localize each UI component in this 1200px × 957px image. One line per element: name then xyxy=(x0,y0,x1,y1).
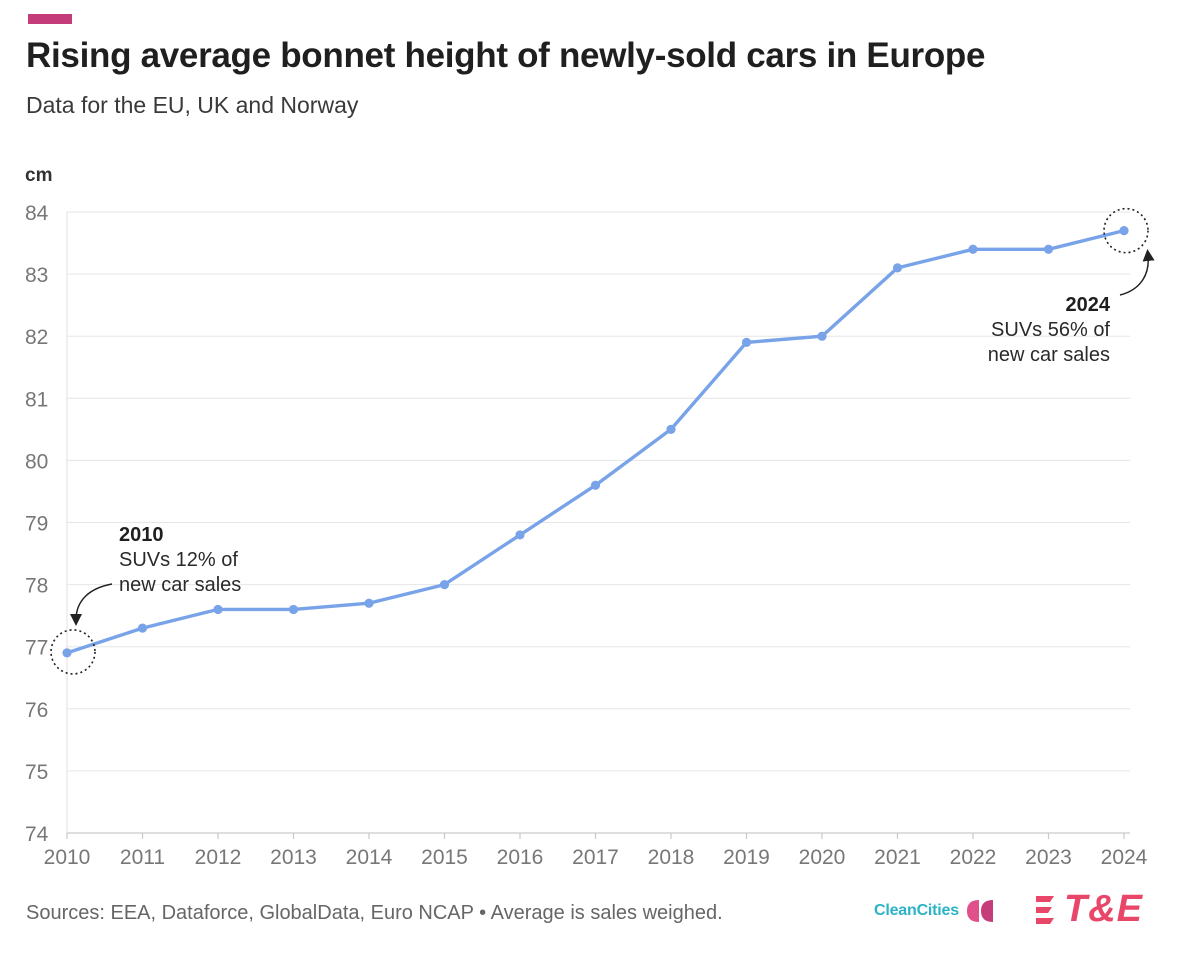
x-tick-label: 2023 xyxy=(1025,846,1072,869)
data-point xyxy=(741,337,752,348)
annotation-2010-title: 2010 xyxy=(119,524,164,546)
data-point xyxy=(439,580,450,590)
data-point xyxy=(62,648,72,658)
data-point xyxy=(968,244,978,254)
annotation-2010-arrow xyxy=(70,583,113,626)
x-tick-label: 2021 xyxy=(874,846,921,869)
y-tick-label: 82 xyxy=(25,326,48,349)
x-tick-label: 2016 xyxy=(497,846,544,869)
te-logo: T&E xyxy=(1034,888,1143,931)
data-point xyxy=(666,424,676,434)
chart-title: Rising average bonnet height of newly-so… xyxy=(26,36,986,75)
x-tick-label: 2014 xyxy=(346,846,393,869)
annotation-2024-line: SUVs 56% of xyxy=(991,319,1110,341)
data-point xyxy=(288,604,299,615)
y-tick-label: 75 xyxy=(25,761,48,784)
chart-subtitle: Data for the EU, UK and Norway xyxy=(26,92,359,118)
data-point xyxy=(364,598,374,608)
data-point xyxy=(817,331,827,341)
data-point xyxy=(590,480,601,490)
x-tick-label: 2010 xyxy=(44,846,91,869)
x-tick-label: 2015 xyxy=(421,846,468,869)
te-stripes-icon xyxy=(1036,895,1054,924)
annotation-2010-line: new car sales xyxy=(119,574,241,596)
x-tick-label: 2024 xyxy=(1101,846,1148,869)
x-tick-label: 2018 xyxy=(648,846,695,869)
x-tick-label: 2020 xyxy=(799,846,846,869)
y-tick-label: 74 xyxy=(25,823,49,846)
data-point xyxy=(1119,226,1129,236)
y-tick-label: 80 xyxy=(25,450,48,473)
y-axis-label: cm xyxy=(25,165,52,186)
y-tick-label: 78 xyxy=(25,575,48,598)
cleancities-logo: CleanCities xyxy=(874,898,995,924)
cleancities-mark-icon xyxy=(966,900,993,922)
y-tick-label: 84 xyxy=(25,202,49,225)
annotation-2010-line: SUVs 12% of xyxy=(119,549,238,571)
highlight-circle-2024 xyxy=(1103,207,1149,254)
y-tick-label: 83 xyxy=(25,264,48,287)
y-tick-label: 76 xyxy=(25,699,48,722)
data-point xyxy=(137,623,148,633)
x-tick-label: 2017 xyxy=(572,846,619,869)
y-tick-label: 77 xyxy=(25,637,48,660)
y-tick-label: 79 xyxy=(25,513,48,536)
data-point xyxy=(892,263,903,273)
data-point xyxy=(1043,244,1054,254)
y-tick-label: 81 xyxy=(25,388,48,411)
x-tick-label: 2011 xyxy=(120,846,165,869)
annotation-2024-arrow xyxy=(1119,249,1155,296)
annotation-2024-line: new car sales xyxy=(988,344,1110,366)
te-logo-text: T&E xyxy=(1064,888,1143,930)
source-note: Sources: EEA, Dataforce, GlobalData, Eur… xyxy=(26,902,723,924)
annotation-2024-title: 2024 xyxy=(1066,294,1111,316)
x-tick-label: 2019 xyxy=(723,846,770,869)
x-tick-label: 2013 xyxy=(270,846,317,869)
cleancities-logo-text: CleanCities xyxy=(874,902,959,919)
accent-bar xyxy=(28,14,72,24)
x-tick-label: 2022 xyxy=(950,846,997,869)
data-point xyxy=(515,530,525,540)
data-point xyxy=(213,604,223,615)
highlight-circle-2010 xyxy=(50,629,96,675)
x-tick-label: 2012 xyxy=(195,846,242,869)
